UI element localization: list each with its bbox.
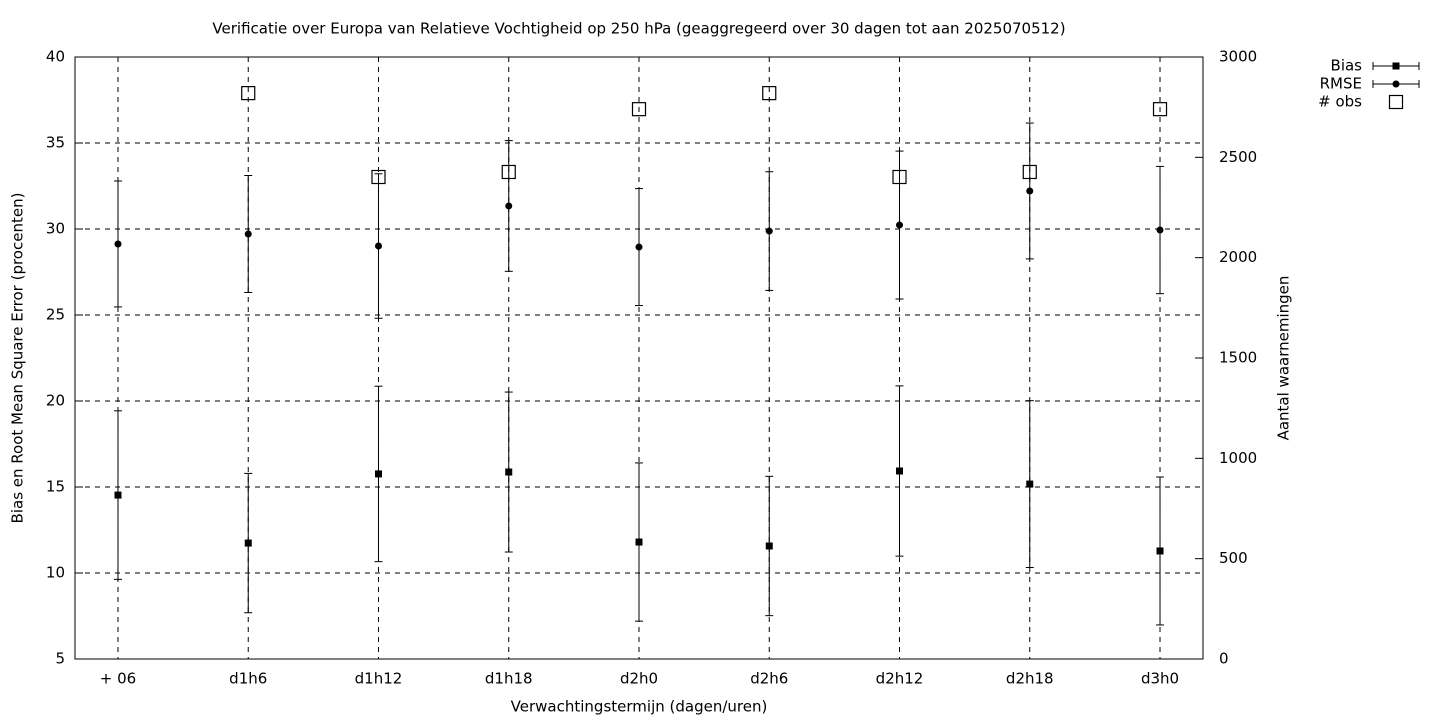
y2-tick-label: 2000 (1219, 248, 1257, 266)
legend-label: # obs (1318, 93, 1362, 111)
y-tick-label: 20 (46, 392, 65, 410)
legend-marker (1392, 62, 1400, 70)
x-tick-label: d3h0 (1141, 670, 1179, 688)
x-tick-label: d2h6 (750, 670, 788, 688)
bias-marker (114, 491, 122, 499)
x-axis-label: Verwachtingstermijn (dagen/uren) (511, 698, 768, 716)
x-tick-label: d1h6 (229, 670, 267, 688)
chart-title: Verificatie over Europa van Relatieve Vo… (212, 20, 1065, 38)
rmse-marker (896, 221, 904, 229)
bias-marker (896, 467, 904, 475)
x-tick-label: d2h12 (876, 670, 924, 688)
bias-marker (244, 539, 252, 547)
y-tick-label: 40 (46, 48, 65, 66)
obs-marker (892, 169, 907, 185)
y2-tick-label: 500 (1219, 549, 1248, 567)
bias-marker (1026, 480, 1034, 488)
y2-axis-label: Aantal waarnemingen (1275, 276, 1293, 441)
x-tick-label: + 06 (100, 670, 136, 688)
x-tick-label: d2h18 (1006, 670, 1054, 688)
rmse-marker (505, 202, 513, 210)
y-tick-label: 15 (46, 478, 65, 496)
rmse-marker (1156, 226, 1164, 234)
rmse-marker (635, 243, 643, 251)
legend-marker (1388, 94, 1404, 110)
x-tick-label: d2h0 (620, 670, 658, 688)
rmse-marker (765, 227, 773, 235)
rmse-marker (1026, 187, 1034, 195)
legend-label: RMSE (1320, 75, 1362, 93)
y-axis-label: Bias en Root Mean Square Error (procente… (9, 193, 27, 524)
obs-marker (631, 102, 647, 117)
y2-tick-label: 2500 (1219, 148, 1257, 166)
y-tick-label: 5 (55, 650, 65, 668)
obs-marker (371, 169, 386, 185)
bias-marker (505, 468, 513, 476)
y2-tick-label: 0 (1219, 650, 1229, 668)
bias-marker (374, 470, 382, 478)
y2-tick-label: 1500 (1219, 349, 1257, 367)
obs-marker (762, 86, 777, 101)
bias-marker (765, 542, 773, 550)
legend-label: Bias (1331, 57, 1363, 75)
rmse-marker (374, 242, 382, 250)
y-tick-label: 25 (46, 306, 65, 324)
legend-marker (1392, 80, 1400, 88)
y-tick-label: 10 (46, 564, 65, 582)
bias-marker (1156, 547, 1164, 555)
x-tick-label: d1h12 (355, 670, 403, 688)
obs-marker (241, 86, 256, 101)
obs-marker (1022, 164, 1037, 180)
rmse-marker (244, 230, 252, 238)
y2-tick-label: 3000 (1219, 48, 1257, 66)
x-tick-label: d1h18 (485, 670, 533, 688)
bias-marker (635, 538, 643, 546)
obs-marker (501, 164, 516, 180)
y-tick-label: 30 (46, 220, 65, 238)
rmse-marker (114, 240, 122, 248)
y2-tick-label: 1000 (1219, 449, 1257, 467)
y-tick-label: 35 (46, 134, 65, 152)
obs-marker (1152, 102, 1168, 117)
